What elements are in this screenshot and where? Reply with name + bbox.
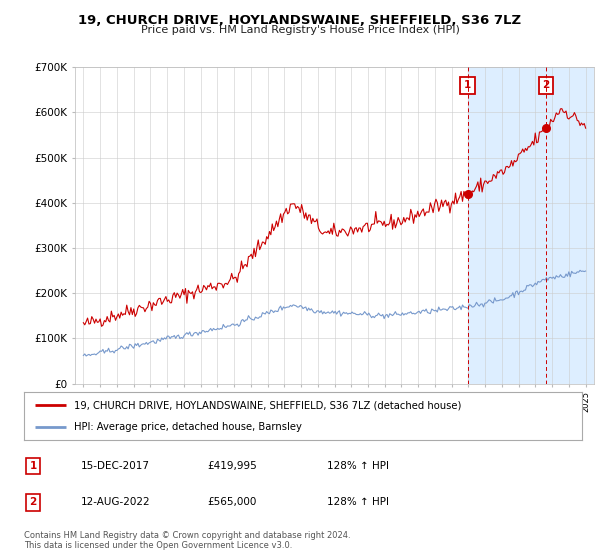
Text: Contains HM Land Registry data © Crown copyright and database right 2024.
This d: Contains HM Land Registry data © Crown c… — [24, 530, 350, 550]
Text: Price paid vs. HM Land Registry's House Price Index (HPI): Price paid vs. HM Land Registry's House … — [140, 25, 460, 35]
Text: £565,000: £565,000 — [207, 497, 256, 507]
Text: 1: 1 — [29, 461, 37, 471]
Text: 1: 1 — [464, 80, 472, 90]
Text: HPI: Average price, detached house, Barnsley: HPI: Average price, detached house, Barn… — [74, 422, 302, 432]
Bar — [468, 67, 594, 384]
Text: 2: 2 — [542, 80, 550, 90]
Text: £419,995: £419,995 — [207, 461, 257, 471]
Text: 128% ↑ HPI: 128% ↑ HPI — [327, 461, 389, 471]
Text: 15-DEC-2017: 15-DEC-2017 — [81, 461, 150, 471]
Text: 128% ↑ HPI: 128% ↑ HPI — [327, 497, 389, 507]
Text: 12-AUG-2022: 12-AUG-2022 — [81, 497, 151, 507]
Text: 19, CHURCH DRIVE, HOYLANDSWAINE, SHEFFIELD, S36 7LZ: 19, CHURCH DRIVE, HOYLANDSWAINE, SHEFFIE… — [79, 14, 521, 27]
Text: 19, CHURCH DRIVE, HOYLANDSWAINE, SHEFFIELD, S36 7LZ (detached house): 19, CHURCH DRIVE, HOYLANDSWAINE, SHEFFIE… — [74, 400, 461, 410]
Text: 2: 2 — [29, 497, 37, 507]
